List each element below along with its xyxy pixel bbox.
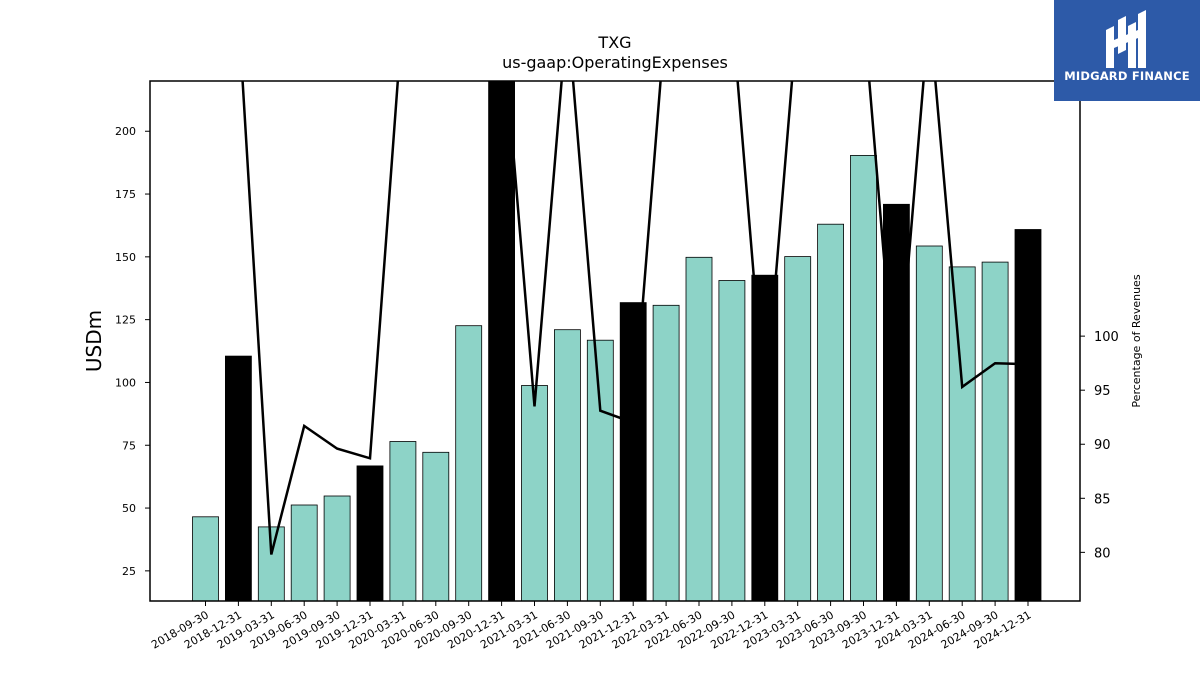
x-ticks-group: 2018-09-302018-12-312019-03-312019-06-30…: [149, 601, 1034, 652]
y-tick-label: 75: [122, 439, 136, 452]
y2-tick-label: 100: [1094, 330, 1119, 345]
bar-2022-06-30: [685, 256, 713, 601]
bar-2023-09-30: [850, 154, 877, 601]
brand-logo: MIDGARD FINANCE: [1054, 0, 1200, 101]
chart-title: TXG: [597, 33, 631, 52]
logo-mark-icon: [1106, 10, 1146, 68]
bar-2021-12-31: [619, 302, 647, 601]
y-tick-label: 125: [115, 314, 136, 327]
chart-subtitle: us-gaap:OperatingExpenses: [502, 53, 728, 72]
y-tick-label: 100: [115, 376, 136, 389]
y-tick-label: 175: [115, 188, 136, 201]
y-axis-label: USDm: [82, 310, 106, 372]
y2-axis-label: Percentage of Revenues: [1130, 274, 1143, 407]
y-tick-label: 150: [115, 251, 136, 264]
y2-ticks-group: 80 85 90 95 100: [1080, 330, 1119, 561]
bar-2020-09-30: [455, 325, 483, 601]
bar-2022-12-31: [751, 274, 779, 601]
bar-2018-09-30: [192, 516, 219, 601]
y-tick-label: 25: [122, 565, 136, 578]
plot-frame: [149, 80, 1081, 602]
bar-2024-03-31: [915, 245, 943, 601]
bar-2022-03-31: [652, 304, 680, 601]
bar-2020-06-30: [422, 451, 450, 601]
bar-2022-09-30: [718, 280, 746, 601]
bar-2020-03-31: [389, 441, 417, 601]
logo-text: MIDGARD FINANCE: [1064, 69, 1190, 83]
line-group: [241, 81, 1029, 555]
y-tick-label: 200: [115, 125, 136, 138]
bar-2021-03-31: [521, 385, 548, 601]
bar-2024-06-30: [948, 266, 976, 601]
bar-2019-06-30: [290, 504, 318, 601]
bar-2020-12-31: [488, 81, 516, 601]
bar-2024-09-30: [981, 261, 1009, 601]
bars-group: [192, 81, 1042, 601]
bar-2024-12-31: [1014, 229, 1042, 601]
bar-2019-12-31: [356, 465, 384, 601]
bar-2023-06-30: [817, 223, 844, 601]
y2-tick-label: 95: [1094, 384, 1111, 399]
bar-2023-03-31: [784, 256, 812, 601]
y-tick-label: 50: [122, 502, 136, 515]
bar-2019-09-30: [323, 495, 351, 601]
y2-tick-label: 90: [1094, 438, 1111, 453]
bar-2021-09-30: [586, 339, 614, 601]
y-ticks-group: 25 50 75 100 125 150 175 200: [115, 125, 150, 578]
bar-2021-06-30: [554, 329, 581, 601]
y2-tick-label: 80: [1094, 546, 1111, 561]
bar-2018-12-31: [224, 355, 252, 601]
percentage-line: [241, 81, 1029, 555]
y2-tick-label: 85: [1094, 492, 1111, 507]
